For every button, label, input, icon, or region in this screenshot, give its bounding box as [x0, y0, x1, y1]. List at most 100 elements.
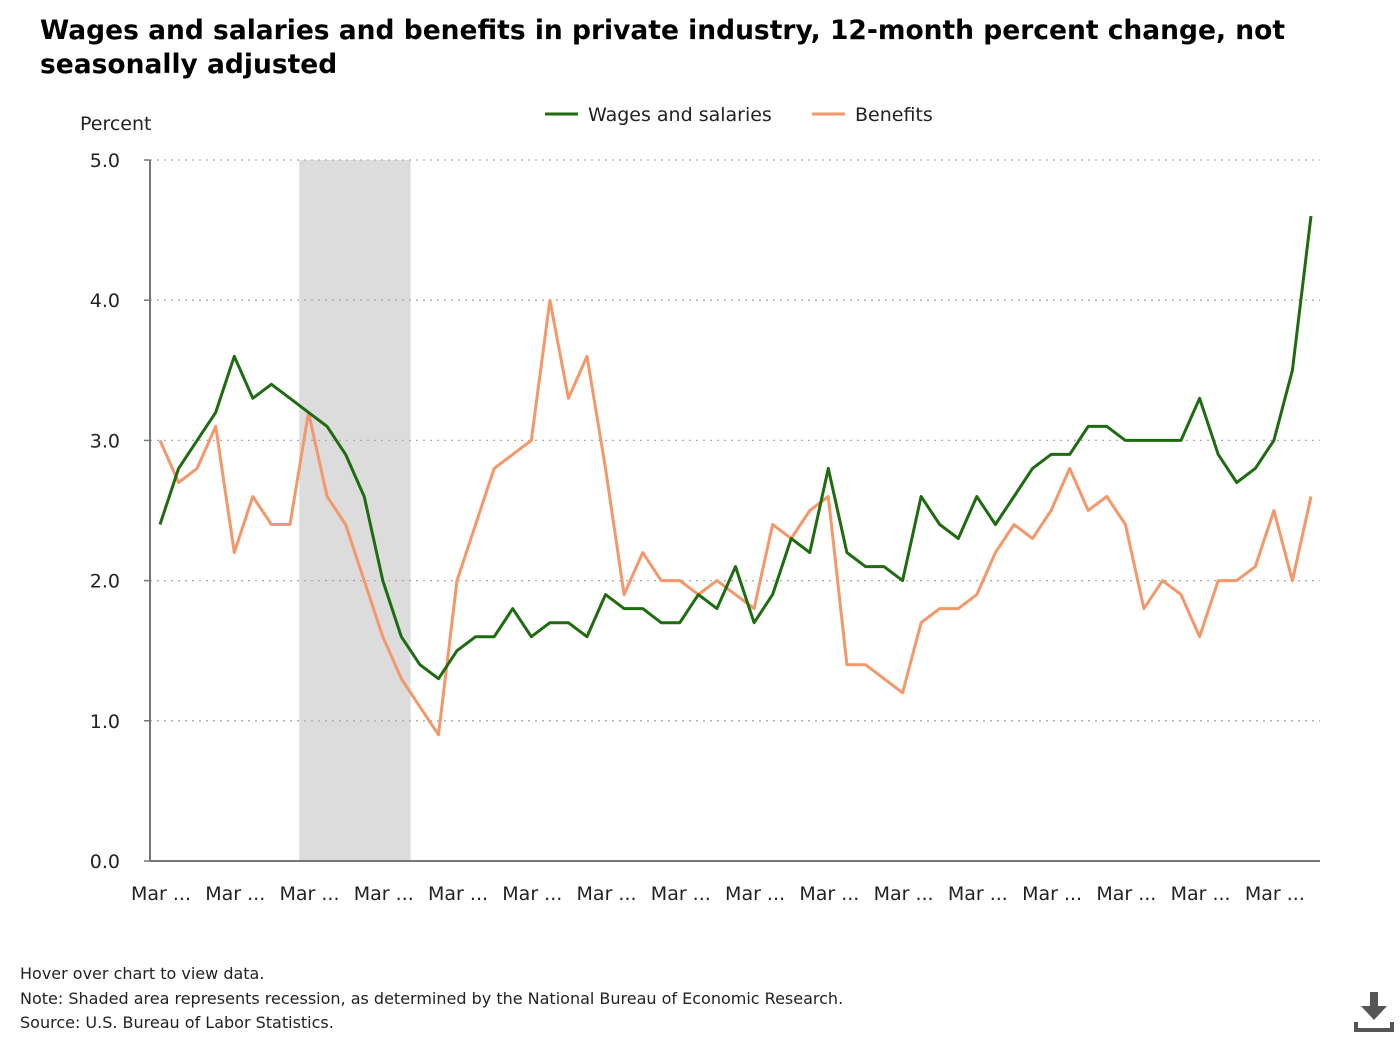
data-point-benefits[interactable] [490, 464, 498, 472]
data-point-benefits[interactable] [861, 661, 869, 669]
data-point-benefits[interactable] [360, 577, 368, 585]
data-point-wages-and-salaries[interactable] [583, 633, 591, 641]
data-point-benefits[interactable] [917, 619, 925, 627]
data-point-benefits[interactable] [676, 577, 684, 585]
data-point-benefits[interactable] [954, 605, 962, 613]
data-point-wages-and-salaries[interactable] [769, 591, 777, 599]
data-point-benefits[interactable] [1177, 591, 1185, 599]
data-point-wages-and-salaries[interactable] [546, 619, 554, 627]
data-point-benefits[interactable] [416, 703, 424, 711]
data-point-benefits[interactable] [1084, 507, 1092, 515]
data-point-benefits[interactable] [1288, 577, 1296, 585]
data-point-wages-and-salaries[interactable] [880, 563, 888, 571]
data-point-benefits[interactable] [843, 661, 851, 669]
data-point-wages-and-salaries[interactable] [1270, 436, 1278, 444]
data-point-wages-and-salaries[interactable] [527, 633, 535, 641]
download-button[interactable] [1352, 990, 1396, 1034]
line-chart[interactable]: 0.0 1.0 2.0 3.0 4.0 5.0 Mar ... Mar ... Mar ...… [0, 0, 1400, 950]
data-point-wages-and-salaries[interactable] [249, 394, 257, 402]
data-point-benefits[interactable] [230, 549, 238, 557]
data-point-wages-and-salaries[interactable] [342, 450, 350, 458]
data-point-benefits[interactable] [991, 549, 999, 557]
data-point-wages-and-salaries[interactable] [657, 619, 665, 627]
data-point-benefits[interactable] [1066, 464, 1074, 472]
data-point-wages-and-salaries[interactable] [305, 408, 313, 416]
data-point-wages-and-salaries[interactable] [212, 408, 220, 416]
data-point-wages-and-salaries[interactable] [472, 633, 480, 641]
data-point-wages-and-salaries[interactable] [824, 464, 832, 472]
data-point-benefits[interactable] [824, 492, 832, 500]
data-point-wages-and-salaries[interactable] [973, 492, 981, 500]
data-point-benefits[interactable] [323, 492, 331, 500]
data-point-benefits[interactable] [769, 521, 777, 529]
data-point-benefits[interactable] [1214, 577, 1222, 585]
data-point-benefits[interactable] [267, 521, 275, 529]
data-point-benefits[interactable] [806, 507, 814, 515]
data-point-benefits[interactable] [899, 689, 907, 697]
data-point-benefits[interactable] [657, 577, 665, 585]
data-point-wages-and-salaries[interactable] [416, 661, 424, 669]
data-point-benefits[interactable] [1047, 507, 1055, 515]
data-point-wages-and-salaries[interactable] [193, 436, 201, 444]
data-point-wages-and-salaries[interactable] [1029, 464, 1037, 472]
data-point-benefits[interactable] [193, 464, 201, 472]
data-point-benefits[interactable] [639, 549, 647, 557]
data-point-wages-and-salaries[interactable] [861, 563, 869, 571]
data-point-wages-and-salaries[interactable] [267, 380, 275, 388]
data-point-wages-and-salaries[interactable] [1307, 212, 1315, 220]
data-point-wages-and-salaries[interactable] [917, 492, 925, 500]
data-point-benefits[interactable] [1233, 577, 1241, 585]
data-point-wages-and-salaries[interactable] [286, 394, 294, 402]
data-point-benefits[interactable] [1029, 535, 1037, 543]
data-point-benefits[interactable] [1121, 521, 1129, 529]
data-point-wages-and-salaries[interactable] [1233, 478, 1241, 486]
data-point-wages-and-salaries[interactable] [379, 577, 387, 585]
data-point-benefits[interactable] [434, 731, 442, 739]
data-point-benefits[interactable] [453, 577, 461, 585]
legend-item[interactable]: Benefits [812, 104, 933, 126]
data-point-benefits[interactable] [472, 521, 480, 529]
data-point-wages-and-salaries[interactable] [453, 647, 461, 655]
data-point-wages-and-salaries[interactable] [1047, 450, 1055, 458]
data-point-wages-and-salaries[interactable] [397, 633, 405, 641]
data-point-wages-and-salaries[interactable] [175, 464, 183, 472]
data-point-wages-and-salaries[interactable] [323, 422, 331, 430]
data-point-benefits[interactable] [509, 450, 517, 458]
data-point-wages-and-salaries[interactable] [564, 619, 572, 627]
data-point-benefits[interactable] [713, 577, 721, 585]
data-point-benefits[interactable] [212, 422, 220, 430]
data-point-wages-and-salaries[interactable] [806, 549, 814, 557]
data-point-wages-and-salaries[interactable] [1214, 450, 1222, 458]
data-point-wages-and-salaries[interactable] [490, 633, 498, 641]
data-point-wages-and-salaries[interactable] [620, 605, 628, 613]
data-point-wages-and-salaries[interactable] [694, 591, 702, 599]
data-point-benefits[interactable] [156, 436, 164, 444]
data-point-benefits[interactable] [583, 352, 591, 360]
data-point-benefits[interactable] [527, 436, 535, 444]
data-point-benefits[interactable] [936, 605, 944, 613]
data-point-wages-and-salaries[interactable] [1196, 394, 1204, 402]
data-point-benefits[interactable] [342, 521, 350, 529]
data-point-wages-and-salaries[interactable] [1066, 450, 1074, 458]
data-point-wages-and-salaries[interactable] [1010, 492, 1018, 500]
data-point-wages-and-salaries[interactable] [360, 492, 368, 500]
data-point-benefits[interactable] [564, 394, 572, 402]
series-line-benefits[interactable] [158, 298, 1313, 737]
data-point-benefits[interactable] [379, 633, 387, 641]
data-point-benefits[interactable] [880, 675, 888, 683]
data-point-wages-and-salaries[interactable] [936, 521, 944, 529]
data-point-benefits[interactable] [1103, 492, 1111, 500]
data-point-benefits[interactable] [397, 675, 405, 683]
data-point-wages-and-salaries[interactable] [1084, 422, 1092, 430]
data-point-benefits[interactable] [1307, 492, 1315, 500]
data-point-wages-and-salaries[interactable] [991, 521, 999, 529]
data-point-benefits[interactable] [1010, 521, 1018, 529]
data-point-wages-and-salaries[interactable] [1251, 464, 1259, 472]
data-point-benefits[interactable] [732, 591, 740, 599]
data-point-benefits[interactable] [1251, 563, 1259, 571]
data-point-benefits[interactable] [1196, 633, 1204, 641]
legend-item[interactable]: Wages and salaries [545, 104, 772, 126]
data-point-wages-and-salaries[interactable] [732, 563, 740, 571]
data-point-wages-and-salaries[interactable] [1158, 436, 1166, 444]
data-point-wages-and-salaries[interactable] [899, 577, 907, 585]
